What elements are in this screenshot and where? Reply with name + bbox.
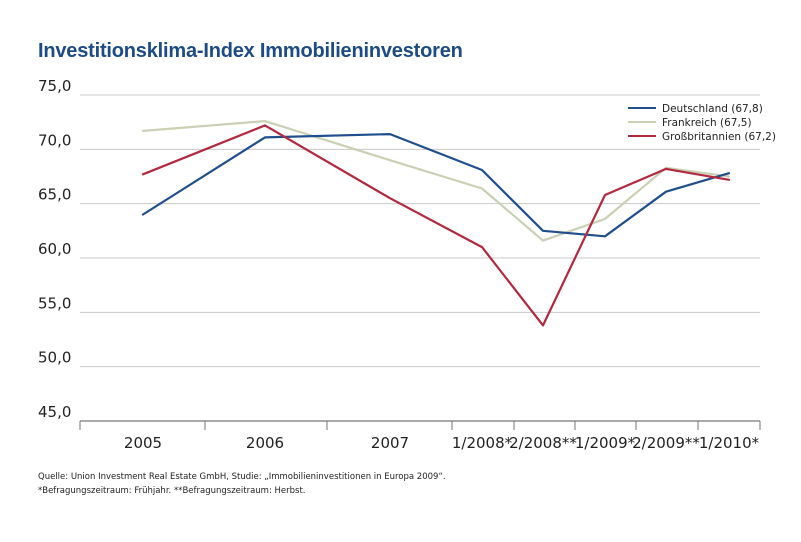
x-tick-label: 2006 (246, 434, 284, 452)
x-tick-label: 2/2009** (632, 434, 700, 452)
gridlines (80, 94, 760, 368)
source-footnote: Quelle: Union Investment Real Estate Gmb… (38, 472, 446, 482)
y-tick-label: 65,0 (38, 186, 71, 204)
legend-label: Deutschland (67,8) (662, 103, 763, 115)
series-lines (141, 119, 731, 327)
legend: Deutschland (67,8) Frankreich (67,5) Großb… (628, 103, 776, 143)
y-tick-label: 75,0 (38, 77, 71, 95)
x-tick-label: 2/2008** (509, 434, 577, 452)
y-tick-label: 55,0 (38, 294, 71, 312)
survey-footnote: *Befragungszeitraum: Frühjahr. **Befragu… (38, 486, 306, 496)
x-tick-label: 1/2008* (452, 434, 513, 452)
x-tick-label: 2007 (371, 434, 409, 452)
chart-title: Investitionsklima-Index Immobilieninvest… (38, 40, 463, 62)
legend-label: Großbritannien (67,2) (662, 131, 776, 143)
series-line-frankreich (141, 119, 731, 242)
y-tick-label: 70,0 (38, 131, 71, 149)
x-tick-label: 2005 (124, 434, 162, 452)
y-tick-label: 45,0 (38, 403, 71, 421)
y-tick-label: 50,0 (38, 349, 71, 367)
x-tick-label: 1/2009* (575, 434, 636, 452)
x-tick-label: 1/2010* (699, 434, 760, 452)
x-axis: 2005 2006 2007 1/2008*2/2008**1/2009*2/2009… (79, 420, 761, 452)
y-axis-ticks: 75,0 70,0 65,0 60,0 55,0 50,0 45,0 (38, 77, 71, 421)
series-line-grossbritannien (141, 124, 731, 327)
legend-label: Frankreich (67,5) (662, 117, 752, 129)
y-tick-label: 60,0 (38, 240, 71, 258)
